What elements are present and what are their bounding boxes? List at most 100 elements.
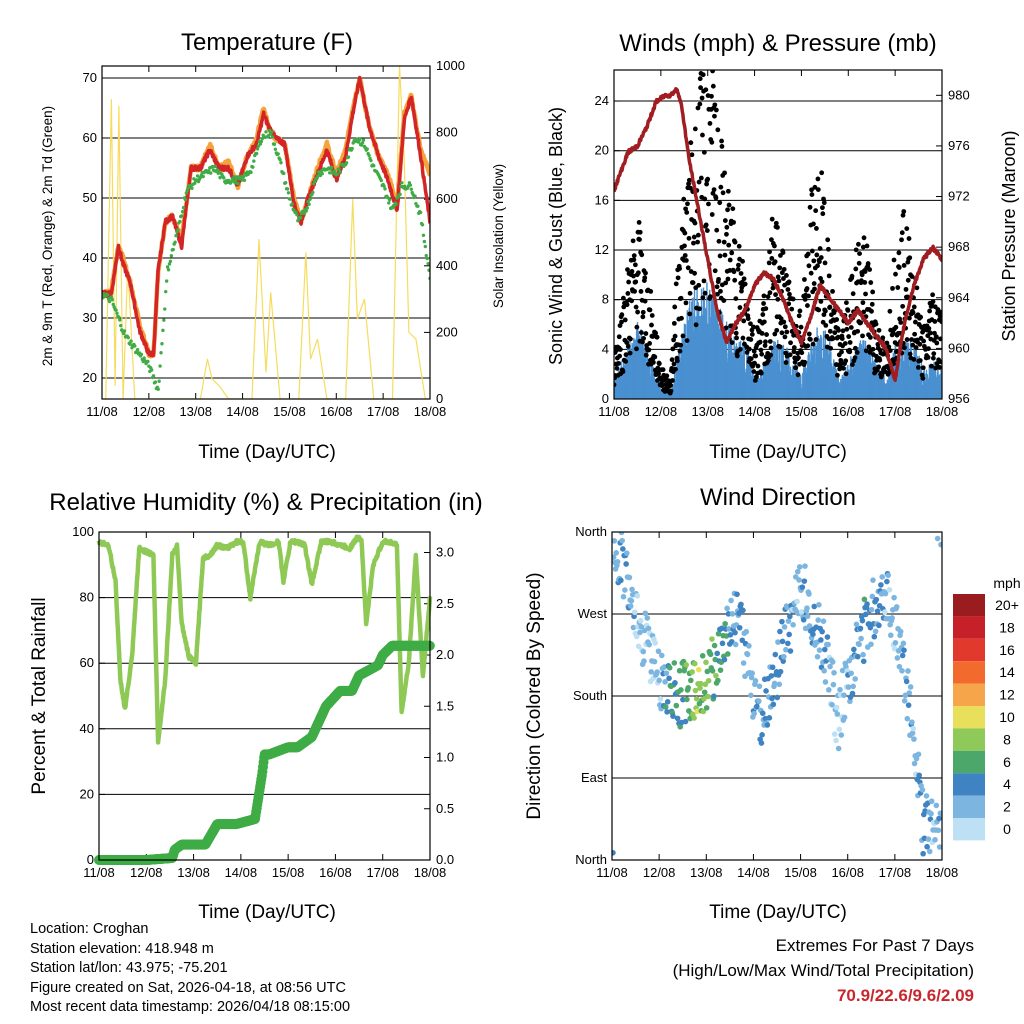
gust-point [775, 296, 781, 302]
gust-point [783, 360, 789, 365]
dewpoint-point [142, 356, 146, 360]
direction-point [889, 615, 895, 621]
gust-point [813, 337, 819, 342]
gust-point [709, 212, 715, 217]
gust-point [640, 309, 646, 315]
direction-point [688, 677, 694, 684]
dewpoint-point [105, 293, 110, 297]
gust-point [781, 266, 787, 272]
dewpoint-point [358, 137, 362, 142]
direction-point [882, 609, 888, 615]
colorbar-label: 14 [999, 664, 1015, 680]
colorbar-label: 2 [1003, 799, 1011, 815]
direction-point [664, 698, 671, 705]
dewpoint-point [193, 181, 197, 185]
gust-point [906, 236, 912, 241]
sonic-wind-bar [681, 339, 684, 399]
direction-point [779, 618, 785, 625]
direction-point [736, 624, 743, 631]
direction-point [869, 593, 876, 600]
gust-point [806, 331, 812, 337]
sonic-wind-bar [729, 328, 731, 399]
xtick-label: 18/08 [926, 404, 959, 419]
gust-point [917, 341, 923, 347]
direction-point [676, 667, 683, 674]
gust-point [719, 144, 725, 149]
gust-point [718, 184, 724, 190]
direction-point [703, 705, 710, 711]
gust-point [821, 196, 826, 202]
dewpoint-point [409, 187, 413, 191]
dewpoint-point [313, 179, 317, 184]
direction-point [806, 623, 813, 629]
gust-point [691, 240, 696, 246]
gust-point [709, 139, 715, 145]
sonic-wind-bar [927, 378, 929, 399]
dewpoint-point [102, 295, 105, 300]
direction-point [858, 635, 864, 642]
y2tick-label: 400 [436, 258, 458, 273]
direction-point [740, 607, 746, 614]
gust-point [635, 270, 641, 276]
gust-point [820, 205, 825, 211]
direction-point [651, 658, 658, 665]
gust-point [865, 261, 871, 266]
gust-point [911, 356, 917, 362]
direction-point [728, 638, 735, 645]
dewpoint-point [126, 335, 130, 340]
direction-point [689, 669, 695, 675]
direction-point [928, 810, 934, 817]
direction-point [911, 736, 917, 742]
y2tick-label: 800 [436, 125, 458, 140]
gust-point [721, 239, 727, 245]
gust-point [710, 70, 715, 74]
direction-point [721, 656, 728, 663]
gust-point [677, 266, 682, 271]
gust-point [672, 304, 678, 310]
gust-point [782, 324, 788, 330]
dewpoint-point [282, 171, 286, 176]
gust-point [848, 325, 854, 330]
gust-point [861, 235, 867, 241]
dewpoint-point [171, 247, 175, 252]
direction-point [896, 663, 903, 670]
gust-point [860, 244, 866, 250]
gust-point [642, 275, 648, 281]
gust-point [755, 363, 761, 369]
colorbar-swatch [953, 616, 985, 639]
gust-point [670, 378, 675, 383]
ytick-label: West [578, 606, 608, 621]
xtick-label: 14/08 [226, 404, 259, 419]
gust-point [689, 152, 695, 158]
direction-point [860, 658, 867, 665]
direction-point [682, 718, 689, 725]
gust-point [738, 271, 744, 276]
gust-point [681, 196, 687, 202]
xtick-label: 11/08 [596, 865, 628, 880]
direction-point [849, 690, 856, 697]
direction-point [663, 670, 670, 676]
direction-point [899, 652, 906, 659]
gust-point [774, 327, 780, 333]
gust-point [786, 301, 792, 307]
gust-point [809, 187, 814, 193]
xtick-label: 18/08 [926, 865, 959, 880]
ytick-label: 40 [80, 721, 94, 736]
dewpoint-point [166, 268, 171, 272]
gust-point [920, 365, 926, 371]
dewpoint-point [420, 223, 425, 227]
gust-point [659, 383, 665, 389]
gust-point [847, 340, 853, 345]
gust-point [890, 330, 896, 336]
direction-point [783, 646, 789, 653]
gust-point [891, 257, 897, 263]
direction-point [657, 696, 664, 702]
gust-point [693, 322, 699, 328]
direction-point [692, 687, 699, 694]
direction-point [732, 629, 738, 636]
dewpoint-point [304, 209, 308, 213]
dewpoint-point [272, 142, 277, 146]
gust-point [670, 346, 676, 352]
gust-point [761, 319, 767, 325]
